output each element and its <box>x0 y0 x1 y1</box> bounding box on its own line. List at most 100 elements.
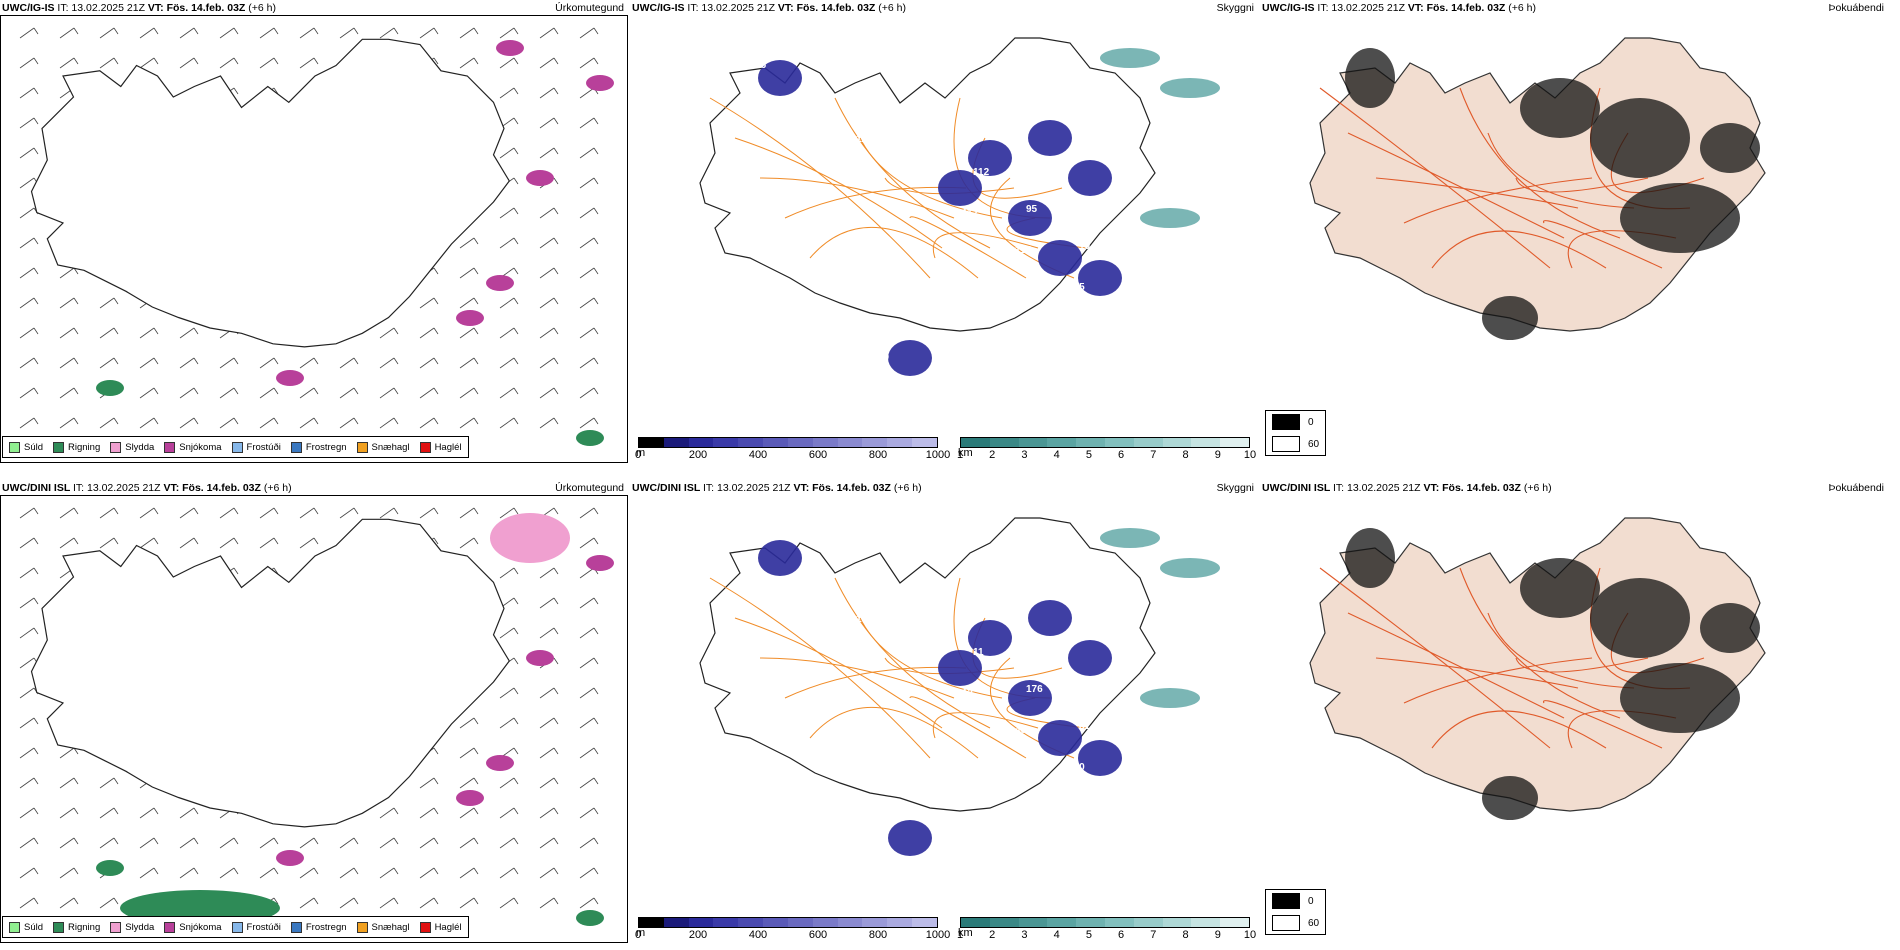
precip-legend-label: Slydda <box>125 441 155 453</box>
wind-barb-flag <box>433 507 439 515</box>
wind-barb-flag <box>273 507 279 515</box>
wind-barb-flag <box>553 57 559 65</box>
wind-barb-flag <box>153 417 159 425</box>
low-cloud-area <box>1068 160 1112 196</box>
wind-barb-flag <box>273 897 279 905</box>
wind-barb-flag <box>153 837 159 845</box>
wind-barb <box>179 417 195 429</box>
ceiling-value-label: 115 <box>1015 245 1032 256</box>
wind-barb <box>459 57 475 69</box>
precip-legend-label: Frostúði <box>246 921 281 933</box>
visibility-color-step <box>1191 438 1221 447</box>
wind-barb <box>219 837 235 849</box>
precip-legend-item: Frostúði <box>231 441 281 453</box>
wind-barb-flag <box>473 387 479 395</box>
wind-barb <box>379 357 395 369</box>
wind-barb <box>19 177 35 189</box>
wind-barb-flag <box>313 537 319 545</box>
wind-barb <box>259 867 275 879</box>
wind-barb <box>539 87 555 99</box>
panel-title: Úrkomutegund <box>555 2 624 14</box>
wind-barb-flag <box>593 207 599 215</box>
wind-barb-flag <box>313 837 319 845</box>
wind-barb <box>499 147 515 159</box>
precip-legend-label: Frostregn <box>305 921 347 933</box>
wind-barb-flag <box>33 807 39 815</box>
wind-barb <box>299 897 315 909</box>
wind-barb-flag <box>233 27 239 35</box>
wind-barb-flag <box>33 897 39 905</box>
ceiling-value-label: 69 <box>772 758 784 769</box>
wind-barb-flag <box>353 867 359 875</box>
wind-barb-flag <box>593 57 599 65</box>
wind-barb <box>19 417 35 429</box>
wind-barb-flag <box>473 297 479 305</box>
fog-index-area <box>1345 48 1395 108</box>
wind-barb <box>299 537 315 549</box>
wind-barb <box>579 87 595 99</box>
low-cloud-area <box>1038 720 1082 756</box>
wind-barb <box>19 387 35 399</box>
wind-barb-flag <box>313 507 319 515</box>
wind-barb <box>539 57 555 69</box>
fog-index-panel: UWC/IG-IS IT: 13.02.2025 21Z VT: Fös. 14… <box>1260 0 1890 465</box>
wind-barb-flag <box>73 357 79 365</box>
wind-barb <box>219 27 235 39</box>
wind-barb-flag <box>393 357 399 365</box>
visibility-tick: 2 <box>989 449 996 461</box>
low-cloud-area <box>1078 740 1122 776</box>
wind-barb-flag <box>353 357 359 365</box>
wind-barb-flag <box>233 567 239 575</box>
init-time: IT: 13.02.2025 21Z <box>702 482 794 494</box>
precip-legend-item: Rigning <box>53 921 100 933</box>
ceiling-value-label: 176 <box>1026 684 1043 695</box>
low-cloud-area <box>888 820 932 856</box>
ceiling-value-label: 154 <box>856 614 873 625</box>
precip-legend-item: Frostúði <box>231 921 281 933</box>
visibility-map: 88 21 154 113 13 40 100 90 75 119 123 11 176 81 69 31 <box>699 517 1220 856</box>
ceiling-value-label: 70 <box>803 97 815 108</box>
wind-barb <box>499 27 515 39</box>
fog-index-area <box>1520 78 1600 138</box>
wind-barb-flag <box>593 807 599 815</box>
wind-barb <box>459 837 475 849</box>
wind-barb-flag <box>193 357 199 365</box>
wind-barb-flag <box>473 267 479 275</box>
ceiling-color-step <box>887 438 913 447</box>
road-line <box>709 97 931 279</box>
ceiling-colorbar-ticks: 0 200 400 600 800 1000 <box>635 928 950 942</box>
road-line <box>1319 87 1551 269</box>
wind-barb-flag <box>593 837 599 845</box>
ceiling-colorbar: 0 200 400 600 800 1000 m <box>635 917 950 942</box>
wind-barb <box>59 267 75 279</box>
init-time: IT: 13.02.2025 21Z <box>72 482 164 494</box>
panel-frame <box>0 495 628 943</box>
ceiling-color-step <box>688 438 714 447</box>
wind-barb <box>379 897 395 909</box>
wind-barb-flag <box>193 837 199 845</box>
wind-barb <box>179 837 195 849</box>
wind-barb <box>579 507 595 519</box>
wind-barb <box>539 867 555 879</box>
precip-area <box>586 555 614 571</box>
precip-area <box>96 380 124 396</box>
wind-barb-flag <box>33 747 39 755</box>
wind-barb <box>19 687 35 699</box>
precip-legend-item: Haglél <box>419 441 462 453</box>
wind-barb-flag <box>33 417 39 425</box>
road-line <box>1459 87 1621 239</box>
visibility-colorbar-ticks: 1 2 3 4 5 6 7 8 9 10 <box>956 928 1256 942</box>
wind-barb <box>59 357 75 369</box>
wind-barb-flag <box>353 897 359 905</box>
wind-barb-flag <box>433 357 439 365</box>
visibility-tick: 10 <box>1243 449 1257 461</box>
wind-barb-flag <box>553 867 559 875</box>
visibility-tick: 1 <box>956 929 964 941</box>
wind-barb <box>579 657 595 669</box>
ceiling-value-label: 21 <box>803 577 815 588</box>
visibility-tick: 9 <box>1214 929 1221 941</box>
wind-barb <box>419 297 435 309</box>
visibility-tick: 10 <box>1243 929 1257 941</box>
wind-barb <box>419 897 435 909</box>
wind-barb <box>579 297 595 309</box>
